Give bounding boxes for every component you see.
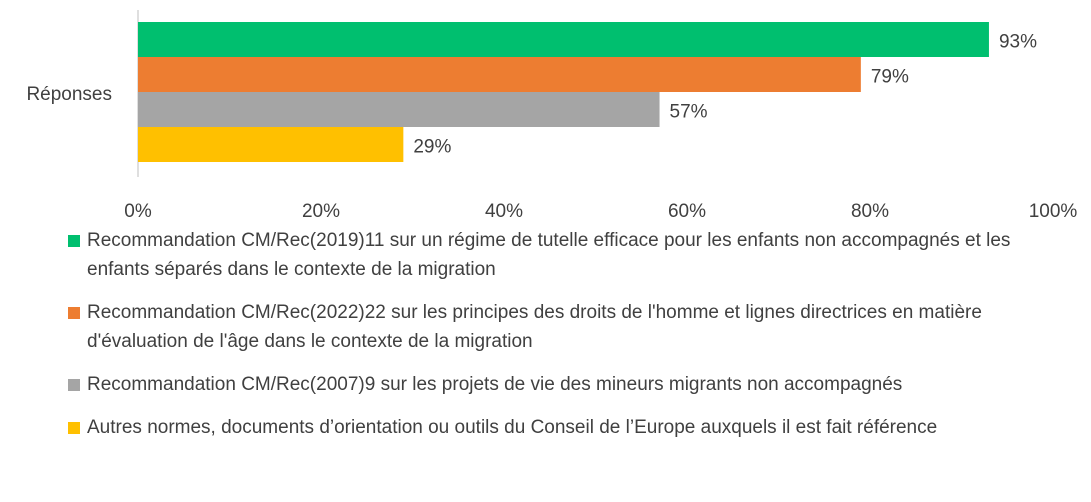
legend-swatch [68, 379, 80, 391]
legend-item: Recommandation CM/Rec(2007)9 sur les pro… [68, 370, 1018, 399]
legend: Recommandation CM/Rec(2019)11 sur un rég… [68, 226, 1018, 456]
x-tick-label: 40% [485, 201, 523, 222]
legend-item: Recommandation CM/Rec(2022)22 sur les pr… [68, 298, 1018, 356]
bar [138, 22, 989, 57]
x-tick-label: 0% [124, 201, 152, 222]
legend-label: Autres normes, documents d’orientation o… [87, 417, 938, 438]
legend-label: Recommandation CM/Rec(2007)9 sur les pro… [87, 374, 903, 395]
x-tick-label: 80% [851, 201, 889, 222]
legend-label: Recommandation CM/Rec(2019)11 sur un rég… [87, 230, 1011, 280]
legend-item: Autres normes, documents d’orientation o… [68, 413, 1018, 442]
data-label: 79% [871, 67, 909, 88]
legend-swatch [68, 307, 80, 319]
data-label: 29% [413, 137, 451, 158]
data-label: 93% [999, 32, 1037, 53]
x-tick-label: 60% [668, 201, 706, 222]
legend-swatch [68, 422, 80, 434]
legend-item: Recommandation CM/Rec(2019)11 sur un rég… [68, 226, 1018, 284]
y-tick-label: Réponses [26, 84, 112, 105]
bar [138, 92, 660, 127]
legend-swatch [68, 235, 80, 247]
legend-label: Recommandation CM/Rec(2022)22 sur les pr… [87, 302, 982, 352]
bar [138, 57, 861, 92]
chart: 0% 20% 40% 60% 80% 100% Réponses 93% 79% 57% 29% [26, 10, 1078, 222]
x-tick-label: 20% [302, 201, 340, 222]
bar [138, 127, 404, 162]
x-tick-label: 100% [1029, 201, 1078, 222]
data-label: 57% [670, 102, 708, 123]
